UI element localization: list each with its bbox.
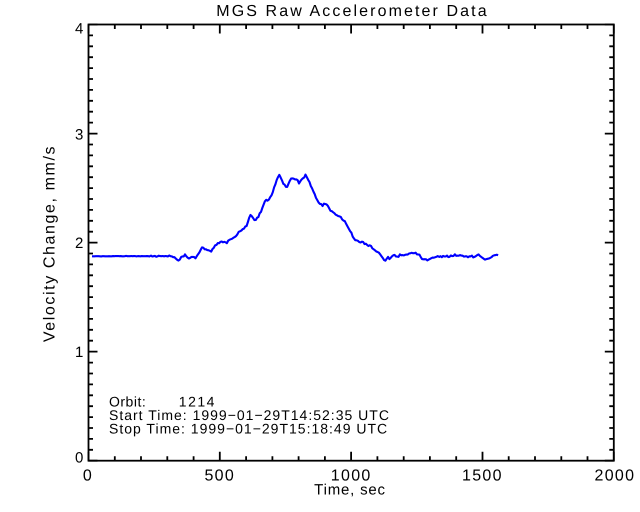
- svg-text:1: 1: [75, 344, 83, 361]
- svg-text:Stop Time: 1999−01−29T15:18:49: Stop Time: 1999−01−29T15:18:49 UTC: [109, 421, 388, 437]
- svg-text:0: 0: [75, 450, 83, 467]
- svg-text:2000: 2000: [595, 468, 636, 485]
- svg-text:Orbit:: Orbit:: [109, 393, 146, 409]
- svg-text:1500: 1500: [462, 468, 503, 485]
- svg-text:Time, sec: Time, sec: [314, 482, 386, 499]
- svg-text:0: 0: [83, 468, 93, 485]
- svg-text:Velocity Change, mm/s: Velocity Change, mm/s: [42, 145, 59, 342]
- svg-text:MGS Raw Accelerometer Data: MGS Raw Accelerometer Data: [216, 3, 488, 20]
- svg-text:4: 4: [75, 20, 83, 37]
- svg-text:1000: 1000: [331, 468, 372, 485]
- svg-text:500: 500: [204, 468, 235, 485]
- svg-text:1214: 1214: [179, 393, 216, 409]
- svg-text:Start Time: 1999−01−29T14:52:3: Start Time: 1999−01−29T14:52:35 UTC: [109, 407, 390, 423]
- svg-text:3: 3: [75, 126, 83, 143]
- svg-text:2: 2: [75, 235, 83, 252]
